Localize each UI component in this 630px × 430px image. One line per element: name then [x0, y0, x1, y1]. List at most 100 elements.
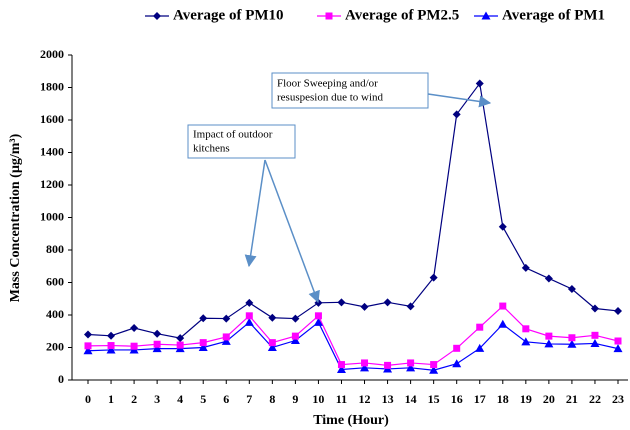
data-point	[291, 314, 300, 323]
x-tick-label: 1	[108, 392, 114, 406]
x-tick-label: 9	[292, 392, 298, 406]
data-point	[476, 323, 484, 331]
data-point	[336, 364, 346, 373]
x-tick-label: 23	[612, 392, 624, 406]
legend-marker	[153, 12, 161, 20]
data-point	[176, 334, 185, 343]
data-point	[360, 302, 369, 311]
data-point	[475, 343, 485, 352]
data-point	[591, 331, 599, 339]
data-point	[521, 337, 531, 346]
data-point	[613, 344, 623, 353]
y-tick-label: 800	[46, 242, 64, 256]
data-point	[107, 342, 115, 350]
annotation-arrow	[264, 159, 320, 304]
x-tick-label: 8	[269, 392, 275, 406]
data-point	[499, 302, 507, 310]
data-point	[568, 334, 576, 342]
data-point	[221, 336, 231, 345]
data-point	[429, 365, 439, 374]
data-point	[545, 332, 553, 340]
data-point	[313, 317, 323, 326]
x-tick-label: 18	[497, 392, 509, 406]
data-point	[453, 344, 461, 352]
data-point	[245, 298, 254, 307]
data-point	[475, 79, 484, 88]
data-point	[84, 342, 92, 350]
data-point	[267, 343, 277, 351]
x-tick-label: 20	[543, 392, 555, 406]
legend-label: Average of PM2.5	[345, 7, 459, 23]
data-point	[522, 325, 530, 333]
x-tick-label: 13	[382, 392, 394, 406]
data-point	[383, 298, 392, 307]
legend-label: Average of PM10	[173, 7, 284, 23]
y-tick-label: 600	[46, 274, 64, 288]
data-point	[314, 312, 322, 320]
data-point	[544, 274, 553, 283]
y-tick-label: 200	[46, 339, 64, 353]
data-point	[407, 359, 415, 367]
annotation-text: Floor Sweeping and/or	[277, 78, 378, 90]
data-point	[244, 317, 254, 326]
data-point	[521, 263, 530, 272]
data-point	[452, 359, 462, 368]
data-point	[406, 363, 416, 372]
data-point	[268, 313, 277, 322]
data-point	[360, 363, 370, 372]
data-point	[614, 306, 622, 315]
data-point	[430, 361, 438, 369]
data-point	[337, 361, 345, 369]
x-tick-label: 15	[428, 392, 440, 406]
y-tick-label: 400	[46, 307, 64, 321]
data-point	[337, 298, 346, 307]
data-point	[153, 329, 162, 338]
data-point	[291, 332, 299, 340]
data-point	[130, 324, 139, 332]
annotation-text: Impact of outdoor	[193, 129, 273, 141]
x-tick-label: 6	[223, 392, 229, 406]
data-point	[83, 346, 93, 355]
x-tick-label: 17	[474, 392, 486, 406]
data-point	[268, 339, 276, 347]
series-line	[87, 305, 619, 366]
x-tick-label: 2	[131, 392, 137, 406]
x-tick-label: 3	[154, 392, 160, 406]
data-point	[384, 361, 392, 369]
x-tick-label: 0	[85, 392, 91, 406]
data-point	[544, 339, 554, 348]
data-point	[590, 304, 599, 313]
x-axis-title: Time (Hour)	[313, 413, 389, 428]
annotation-text: resuspesion due to wind	[277, 92, 384, 104]
x-tick-label: 7	[246, 392, 252, 406]
x-tick-label: 10	[312, 392, 324, 406]
data-point	[314, 298, 323, 307]
data-point	[245, 312, 253, 320]
data-point	[222, 333, 230, 341]
legend-label: Average of PM1	[502, 7, 605, 23]
x-tick-label: 19	[520, 392, 532, 406]
data-point	[107, 331, 116, 340]
data-point	[84, 330, 92, 339]
legend-marker	[481, 11, 491, 20]
legend-marker	[325, 12, 333, 20]
data-point	[130, 342, 138, 350]
data-point	[153, 340, 161, 348]
x-tick-label: 11	[336, 392, 347, 406]
data-point	[290, 336, 300, 345]
annotation-text: kitchens	[193, 143, 230, 155]
annotation-arrow	[244, 159, 266, 268]
data-point	[176, 341, 184, 349]
data-point	[452, 110, 461, 119]
x-tick-label: 21	[566, 392, 578, 406]
data-point	[429, 273, 438, 282]
x-tick-label: 16	[451, 392, 463, 406]
x-tick-label: 5	[200, 392, 206, 406]
data-point	[498, 319, 508, 328]
y-tick-label: 0	[58, 372, 64, 386]
data-point	[222, 314, 231, 323]
y-tick-label: 1600	[40, 112, 64, 126]
x-tick-label: 14	[405, 392, 417, 406]
series-line	[87, 321, 619, 371]
x-tick-label: 12	[359, 392, 371, 406]
